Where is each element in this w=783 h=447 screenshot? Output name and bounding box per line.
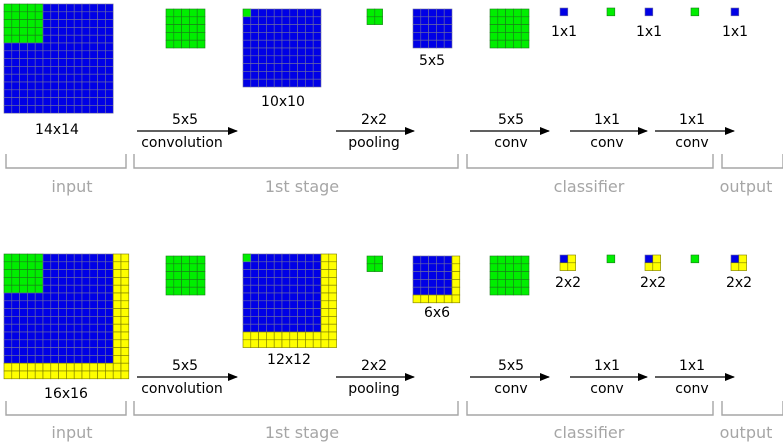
row1-stage-output: output — [719, 177, 773, 196]
row2-stage-output: output — [719, 423, 773, 442]
row2-conv1-name: convolution — [141, 381, 223, 397]
row1-stage-input: input — [51, 177, 93, 196]
row2-out-cell-3 — [730, 254, 747, 271]
row2-out-cell-1 — [559, 254, 576, 271]
row2-cls-conv3-kernel: 1x1 — [678, 358, 706, 374]
row2-out-kernel-2 — [606, 254, 616, 264]
row1-conv1-out-grid — [242, 8, 322, 88]
row2-bracket-first — [133, 401, 459, 416]
row1-stage-classifier: classifier — [553, 177, 625, 196]
row2-pool-name: pooling — [348, 381, 400, 397]
row1-cls-conv1-kernel: 5x5 — [497, 112, 525, 128]
row1-cls-conv2-kernel: 1x1 — [593, 112, 621, 128]
row1-out-kernel-3 — [690, 7, 700, 17]
row1-bracket-input — [5, 154, 127, 169]
row1-bracket-classifier — [466, 154, 714, 169]
row1-out-cell-3 — [730, 7, 740, 17]
row2-cls-conv2-kernel: 1x1 — [593, 358, 621, 374]
row1-input-size: 14x14 — [35, 122, 79, 138]
row2-pool-out-size: 6x6 — [423, 305, 451, 321]
row2-bracket-input — [5, 401, 127, 416]
row2-cls-conv1-name: conv — [494, 381, 528, 397]
row1-pool-out-grid — [412, 8, 453, 49]
row1-cls-conv2-name: conv — [590, 135, 624, 151]
row2-stage-classifier: classifier — [553, 423, 625, 442]
row1-cls-conv1-name: conv — [494, 135, 528, 151]
row1-cls-conv3-name: conv — [675, 135, 709, 151]
row2-bracket-classifier — [466, 401, 714, 416]
row2-out-label-2: 2x2 — [639, 275, 667, 291]
row2-cls-conv1-kernel: 5x5 — [497, 358, 525, 374]
row1-out-kernel-2 — [606, 7, 616, 17]
row1-bracket-first — [133, 154, 459, 169]
row1-out-cell-1 — [559, 7, 569, 17]
row2-input-grid — [3, 253, 130, 380]
row1-cls-conv3-kernel: 1x1 — [678, 112, 706, 128]
row1-conv1-kernel: 5x5 — [171, 112, 199, 128]
row1-pool-kernel: 2x2 — [360, 112, 388, 128]
row2-out-kernel-3 — [690, 254, 700, 264]
row1-conv1-name: convolution — [141, 135, 223, 151]
row1-conv1-out-size: 10x10 — [261, 94, 305, 110]
row1-out-cell-2 — [644, 7, 654, 17]
row1-input-grid — [3, 3, 114, 114]
row2-bracket-output — [721, 401, 783, 416]
row2-pool-kernel: 2x2 — [360, 358, 388, 374]
row1-bracket-output — [721, 154, 783, 169]
row2-stage-first: 1st stage — [264, 423, 340, 442]
row1-out-label-1: 1x1 — [550, 24, 578, 40]
row1-pool-name: pooling — [348, 135, 400, 151]
row2-kernel-5x5 — [165, 255, 206, 296]
row2-conv1-kernel: 5x5 — [171, 358, 199, 374]
row1-kernel-5x5 — [165, 8, 206, 49]
row2-pool-out-grid — [412, 255, 461, 304]
row1-stage-first: 1st stage — [264, 177, 340, 196]
row1-cls-kernel-5x5 — [489, 8, 530, 49]
row2-input-size: 16x16 — [44, 386, 88, 402]
row1-pool-kernel — [366, 8, 383, 25]
row2-conv1-out-grid — [242, 253, 337, 348]
row2-cls-conv3-name: conv — [675, 381, 709, 397]
row2-cls-kernel-5x5 — [489, 255, 530, 296]
row2-out-label-3: 2x2 — [725, 275, 753, 291]
row1-out-label-2: 1x1 — [635, 24, 663, 40]
row2-stage-input: input — [51, 423, 93, 442]
row1-pool-out-size: 5x5 — [418, 53, 446, 69]
row2-cls-conv2-name: conv — [590, 381, 624, 397]
row2-conv1-out-size: 12x12 — [267, 352, 311, 368]
row2-out-label-1: 2x2 — [554, 275, 582, 291]
row2-pool-kernel — [366, 255, 383, 272]
row2-out-cell-2 — [644, 254, 661, 271]
row1-out-label-3: 1x1 — [721, 24, 749, 40]
